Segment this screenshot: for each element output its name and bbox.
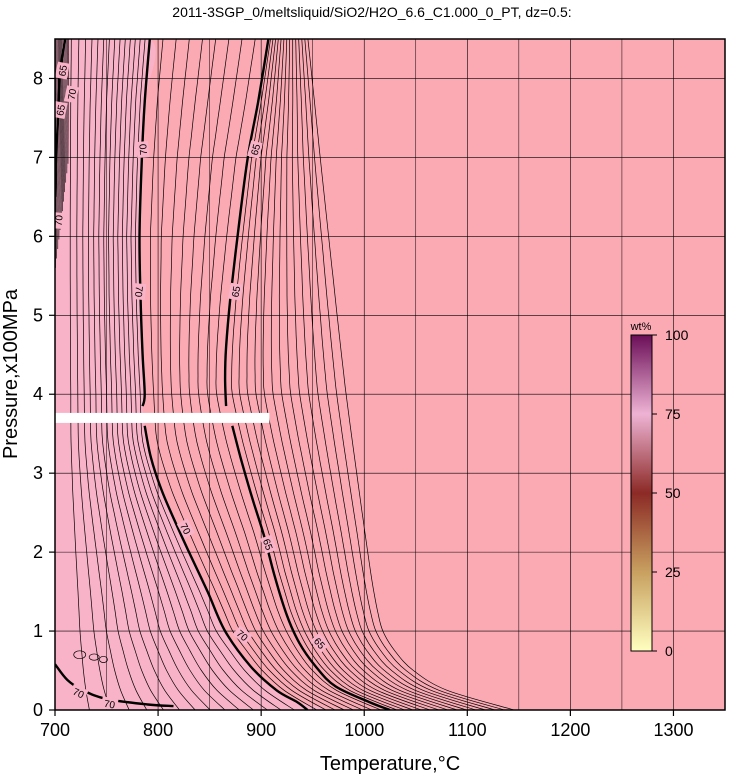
y-tick-label: 5 — [33, 305, 43, 325]
contour-label-text: 70 — [67, 88, 80, 101]
thin-contour-line — [246, 39, 413, 710]
contour-70 — [55, 663, 174, 708]
x-tick-label: 700 — [40, 720, 70, 740]
closed-contour-loop — [99, 655, 108, 663]
colorbar-tick-label: 75 — [665, 406, 681, 422]
contour-70 — [138, 39, 151, 407]
low-temperature-region — [55, 39, 325, 710]
thin-contour-line — [130, 39, 282, 710]
contour-label: 70 — [100, 696, 119, 712]
colorbar-tick-label: 0 — [665, 643, 673, 659]
y-tick-label: 6 — [33, 226, 43, 246]
contour-label: 65 — [55, 101, 68, 119]
colorbar-tick-label: 25 — [665, 564, 681, 580]
y-tick-label: 4 — [33, 384, 43, 404]
contour-label: 65 — [228, 282, 243, 301]
contour-70 — [143, 425, 309, 710]
contour-label: 65 — [247, 140, 264, 159]
contour-label: 70 — [68, 683, 89, 702]
y-tick-label: 2 — [33, 542, 43, 562]
thin-contour-line — [93, 39, 164, 710]
contour-label: 65 — [260, 534, 277, 554]
closed-contour-loop — [73, 650, 87, 660]
x-tick-label: 900 — [246, 720, 276, 740]
thin-contour-line — [270, 39, 440, 710]
thin-contour-line — [298, 39, 486, 710]
contour-label: 70 — [64, 85, 80, 104]
colorbar-tick-label: 50 — [665, 485, 681, 501]
colorbar-tick-label: 100 — [665, 327, 689, 343]
y-tick-label: 8 — [33, 68, 43, 88]
thin-contour-line — [307, 39, 515, 710]
colorbar-unit-label: wt% — [630, 321, 652, 333]
contour-label: 70 — [176, 518, 195, 539]
y-axis-label: Pressure,x100MPa — [0, 288, 22, 459]
x-tick-label: 1000 — [344, 720, 384, 740]
no-data-band — [55, 412, 270, 423]
thin-contour-line — [69, 39, 90, 710]
x-axis-label: Temperature,°C — [320, 753, 460, 775]
thin-contour-line — [197, 39, 363, 710]
thin-contour-line — [160, 39, 327, 710]
thin-contour-line — [188, 39, 354, 710]
thin-contour-line — [286, 39, 458, 710]
closed-contour-loop — [88, 653, 100, 661]
x-tick-label: 1300 — [653, 720, 693, 740]
contour-label-text: 70 — [177, 522, 192, 537]
contour-label-text: 70 — [71, 687, 86, 702]
y-tick-label: 7 — [33, 147, 43, 167]
contour-65 — [231, 425, 391, 710]
contour-65 — [223, 39, 270, 407]
thin-contour-line — [98, 39, 180, 710]
y-tick-label: 1 — [33, 621, 43, 641]
contour-label-text: 70 — [138, 143, 150, 155]
thin-contour-line — [117, 39, 240, 710]
contour-label-text: 65 — [250, 143, 264, 157]
thin-contour-line — [103, 39, 196, 710]
thin-contour-line — [126, 39, 268, 710]
thin-contour-line — [304, 39, 505, 710]
contour-label-text: 70 — [54, 214, 66, 226]
thin-contour-line — [291, 39, 467, 710]
thin-contour-line — [215, 39, 381, 710]
x-tick-label: 800 — [143, 720, 173, 740]
thin-contour-line — [278, 39, 449, 710]
thin-contour-line — [150, 39, 317, 710]
chart-title: 2011-3SGP_0/meltsliquid/SiO2/H2O_6.6_C1.… — [172, 4, 571, 20]
thin-contour-line — [254, 39, 422, 710]
contour-label: 70 — [54, 212, 66, 230]
contour-label: 70 — [135, 141, 150, 159]
thin-contour-line — [112, 39, 226, 710]
thin-contour-line — [66, 39, 68, 174]
thin-contour-line — [301, 39, 495, 710]
contour-label: 65 — [55, 61, 70, 80]
colorbar-gradient — [630, 334, 653, 652]
thin-contour-line — [169, 39, 336, 710]
thin-contour-line — [179, 39, 345, 710]
x-tick-label: 1100 — [448, 720, 487, 740]
thin-contour-line — [76, 39, 111, 710]
thin-contour-line — [82, 39, 130, 710]
contour-label: 70 — [132, 283, 147, 301]
contour-label-text: 65 — [230, 285, 243, 298]
y-tick-label: 3 — [33, 463, 43, 483]
contour-label-text: 70 — [132, 285, 144, 297]
contour-label-text: 65 — [260, 538, 274, 553]
thin-contour-line — [88, 39, 148, 710]
x-tick-label: 1200 — [550, 720, 590, 740]
contour-label-text: 65 — [57, 64, 70, 77]
thin-contour-line — [121, 39, 254, 710]
y-tick-label: 0 — [33, 700, 43, 720]
thin-contour-line — [108, 39, 211, 710]
thin-contour-line — [206, 39, 372, 710]
colorbar: wt% 0 25 50 75 100 — [630, 321, 689, 659]
plot-frame — [54, 38, 726, 711]
thin-contour-line — [295, 39, 476, 710]
contour-label-text: 70 — [103, 699, 116, 712]
contour-label-text: 65 — [55, 103, 68, 116]
